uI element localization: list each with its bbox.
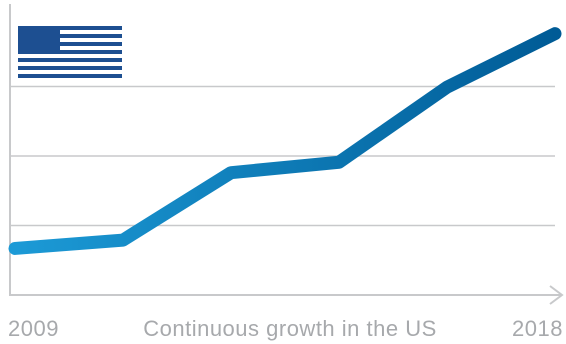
x-axis-arrow [549,285,564,305]
x-axis-label: Continuous growth in the US [143,316,437,341]
us-flag [18,26,122,80]
x-tick-label: 2018 [512,316,563,341]
data-line [8,27,562,255]
x-tick-label: 2009 [8,316,59,341]
